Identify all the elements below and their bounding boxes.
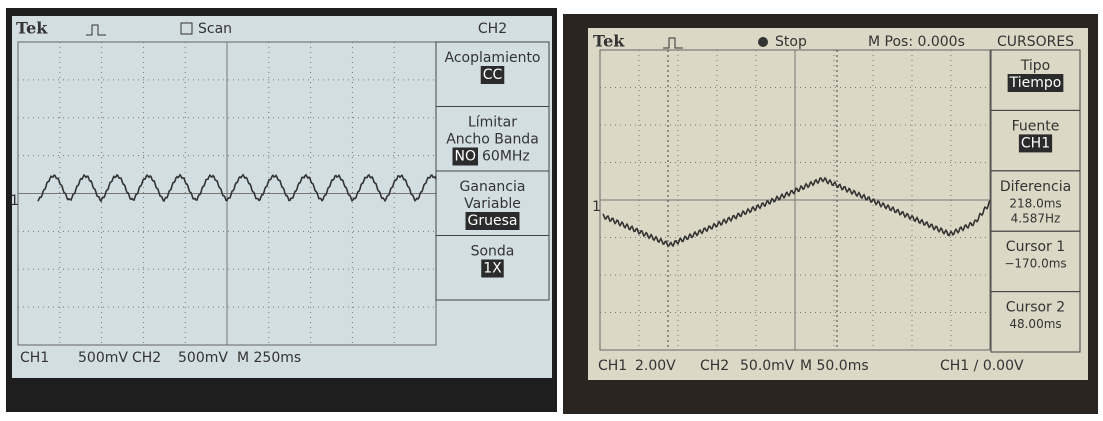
footer-text: 500mV (178, 350, 228, 366)
menu-line: 48.00ms (1009, 317, 1061, 331)
footer-text: CH2 (132, 350, 161, 366)
footer-text: CH1 (20, 350, 49, 366)
menu-line: 218.0ms (1009, 196, 1061, 210)
menu-label: Límitar (468, 115, 517, 131)
menu-value: 1X (483, 261, 502, 277)
footer-text: 50.0mV (740, 358, 795, 374)
footer-text: CH1 (598, 358, 627, 374)
brand: Tek (593, 32, 625, 51)
menu-extra: 60MHz (482, 149, 530, 165)
trigger-state: Scan (198, 21, 232, 37)
menu-label: Fuente (1012, 118, 1060, 134)
footer-text: CH2 (700, 358, 729, 374)
menu-title: CURSORES (997, 34, 1074, 50)
brand: Tek (16, 19, 48, 38)
photo-pair: Tek Scan CH2 1 AcoplamientoCC LímitarAncho Ba… (0, 0, 1103, 417)
ground-marker: 1 (592, 199, 601, 215)
footer-text: 500mV (78, 350, 128, 366)
menu-label: Diferencia (1000, 179, 1071, 195)
menu-label: Variable (464, 196, 521, 212)
ground-marker: 1 (10, 193, 19, 209)
footer-text: M 250ms (237, 350, 301, 366)
menu-title: CH2 (478, 21, 507, 37)
stop-dot (758, 37, 768, 47)
menu-value: Tiempo (1009, 75, 1062, 91)
menu-label: Cursor 1 (1006, 239, 1065, 255)
menu-label: Sonda (471, 244, 515, 260)
footer-text: CH1 ∕ 0.00V (940, 358, 1024, 374)
menu-label: Ganancia (460, 179, 526, 195)
menu-label: Cursor 2 (1006, 300, 1065, 316)
menu-value: CH1 (1021, 135, 1050, 151)
trigger-state: Stop (775, 34, 807, 50)
footer-text: M 50.0ms (800, 358, 869, 374)
position: M Pos: 0.000s (868, 34, 965, 50)
menu-label: Tipo (1020, 58, 1050, 74)
menu-line: −170.0ms (1004, 257, 1066, 271)
menu-label: Acoplamiento (444, 50, 540, 66)
menu-label: Ancho Banda (446, 132, 539, 148)
menu-value: CC (483, 67, 503, 83)
footer-text: 2.00V (635, 358, 676, 374)
menu-line: 4.587Hz (1011, 211, 1061, 225)
menu-value: NO (455, 149, 477, 165)
menu-value: Gruesa (468, 213, 518, 229)
